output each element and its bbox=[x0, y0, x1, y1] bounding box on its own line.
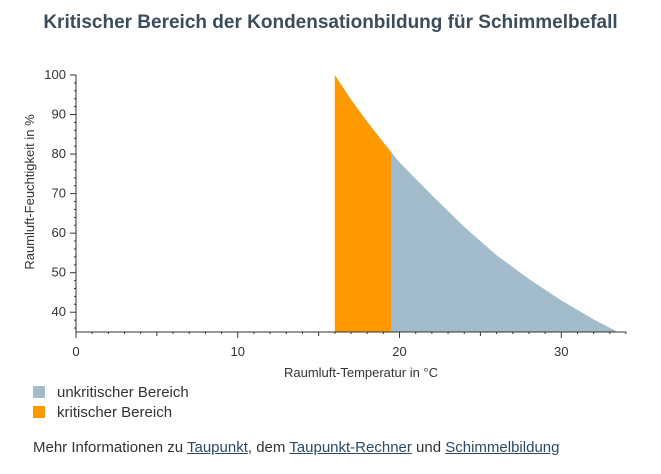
legend: unkritischer Bereich kritischer Bereich bbox=[33, 382, 189, 422]
y-tick-label-50: 50 bbox=[52, 265, 66, 280]
legend-swatch-unkritisch bbox=[33, 386, 45, 398]
legend-swatch-kritisch bbox=[33, 406, 45, 418]
legend-label-unkritisch: unkritischer Bereich bbox=[57, 383, 189, 401]
x-tick-label-30: 30 bbox=[554, 344, 568, 359]
footer-prefix: Mehr Informationen zu bbox=[33, 439, 187, 456]
footer-mid1: , dem bbox=[247, 439, 290, 456]
x-tick-label-0: 0 bbox=[72, 344, 79, 359]
x-tick-label-20: 20 bbox=[392, 344, 406, 359]
legend-item-kritisch: kritischer Bereich bbox=[33, 402, 189, 422]
x-tick-label-10: 10 bbox=[231, 344, 245, 359]
legend-item-unkritisch: unkritischer Bereich bbox=[33, 382, 189, 402]
footer-info: Mehr Informationen zu Taupunkt, dem Taup… bbox=[33, 439, 559, 456]
y-axis-label: Raumluft-Feuchtigkeit in % bbox=[22, 114, 37, 270]
x-axis-label: Raumluft-Temperatur in °C bbox=[284, 365, 438, 380]
y-tick-label-60: 60 bbox=[52, 225, 66, 240]
link-schimmelbildung[interactable]: Schimmelbildung bbox=[445, 439, 560, 456]
area-series-1 bbox=[391, 152, 618, 332]
y-tick-label-100: 100 bbox=[44, 67, 66, 82]
chart-title: Kritischer Bereich der Kondensationbildu… bbox=[43, 12, 618, 33]
chart-axes: 0 10 20 30 40 50 60 70 80 90 100 bbox=[44, 67, 627, 359]
legend-label-kritisch: kritischer Bereich bbox=[57, 403, 173, 421]
y-tick-label-70: 70 bbox=[52, 186, 66, 201]
y-tick-label-90: 90 bbox=[52, 107, 66, 122]
link-taupunkt-rechner[interactable]: Taupunkt-Rechner bbox=[289, 439, 412, 456]
footer-mid2: und bbox=[411, 439, 446, 456]
link-taupunkt[interactable]: Taupunkt bbox=[186, 439, 248, 456]
y-tick-label-80: 80 bbox=[52, 146, 66, 161]
area-series-0 bbox=[334, 75, 392, 332]
y-tick-label-40: 40 bbox=[52, 304, 66, 319]
chart-areas bbox=[334, 75, 618, 332]
